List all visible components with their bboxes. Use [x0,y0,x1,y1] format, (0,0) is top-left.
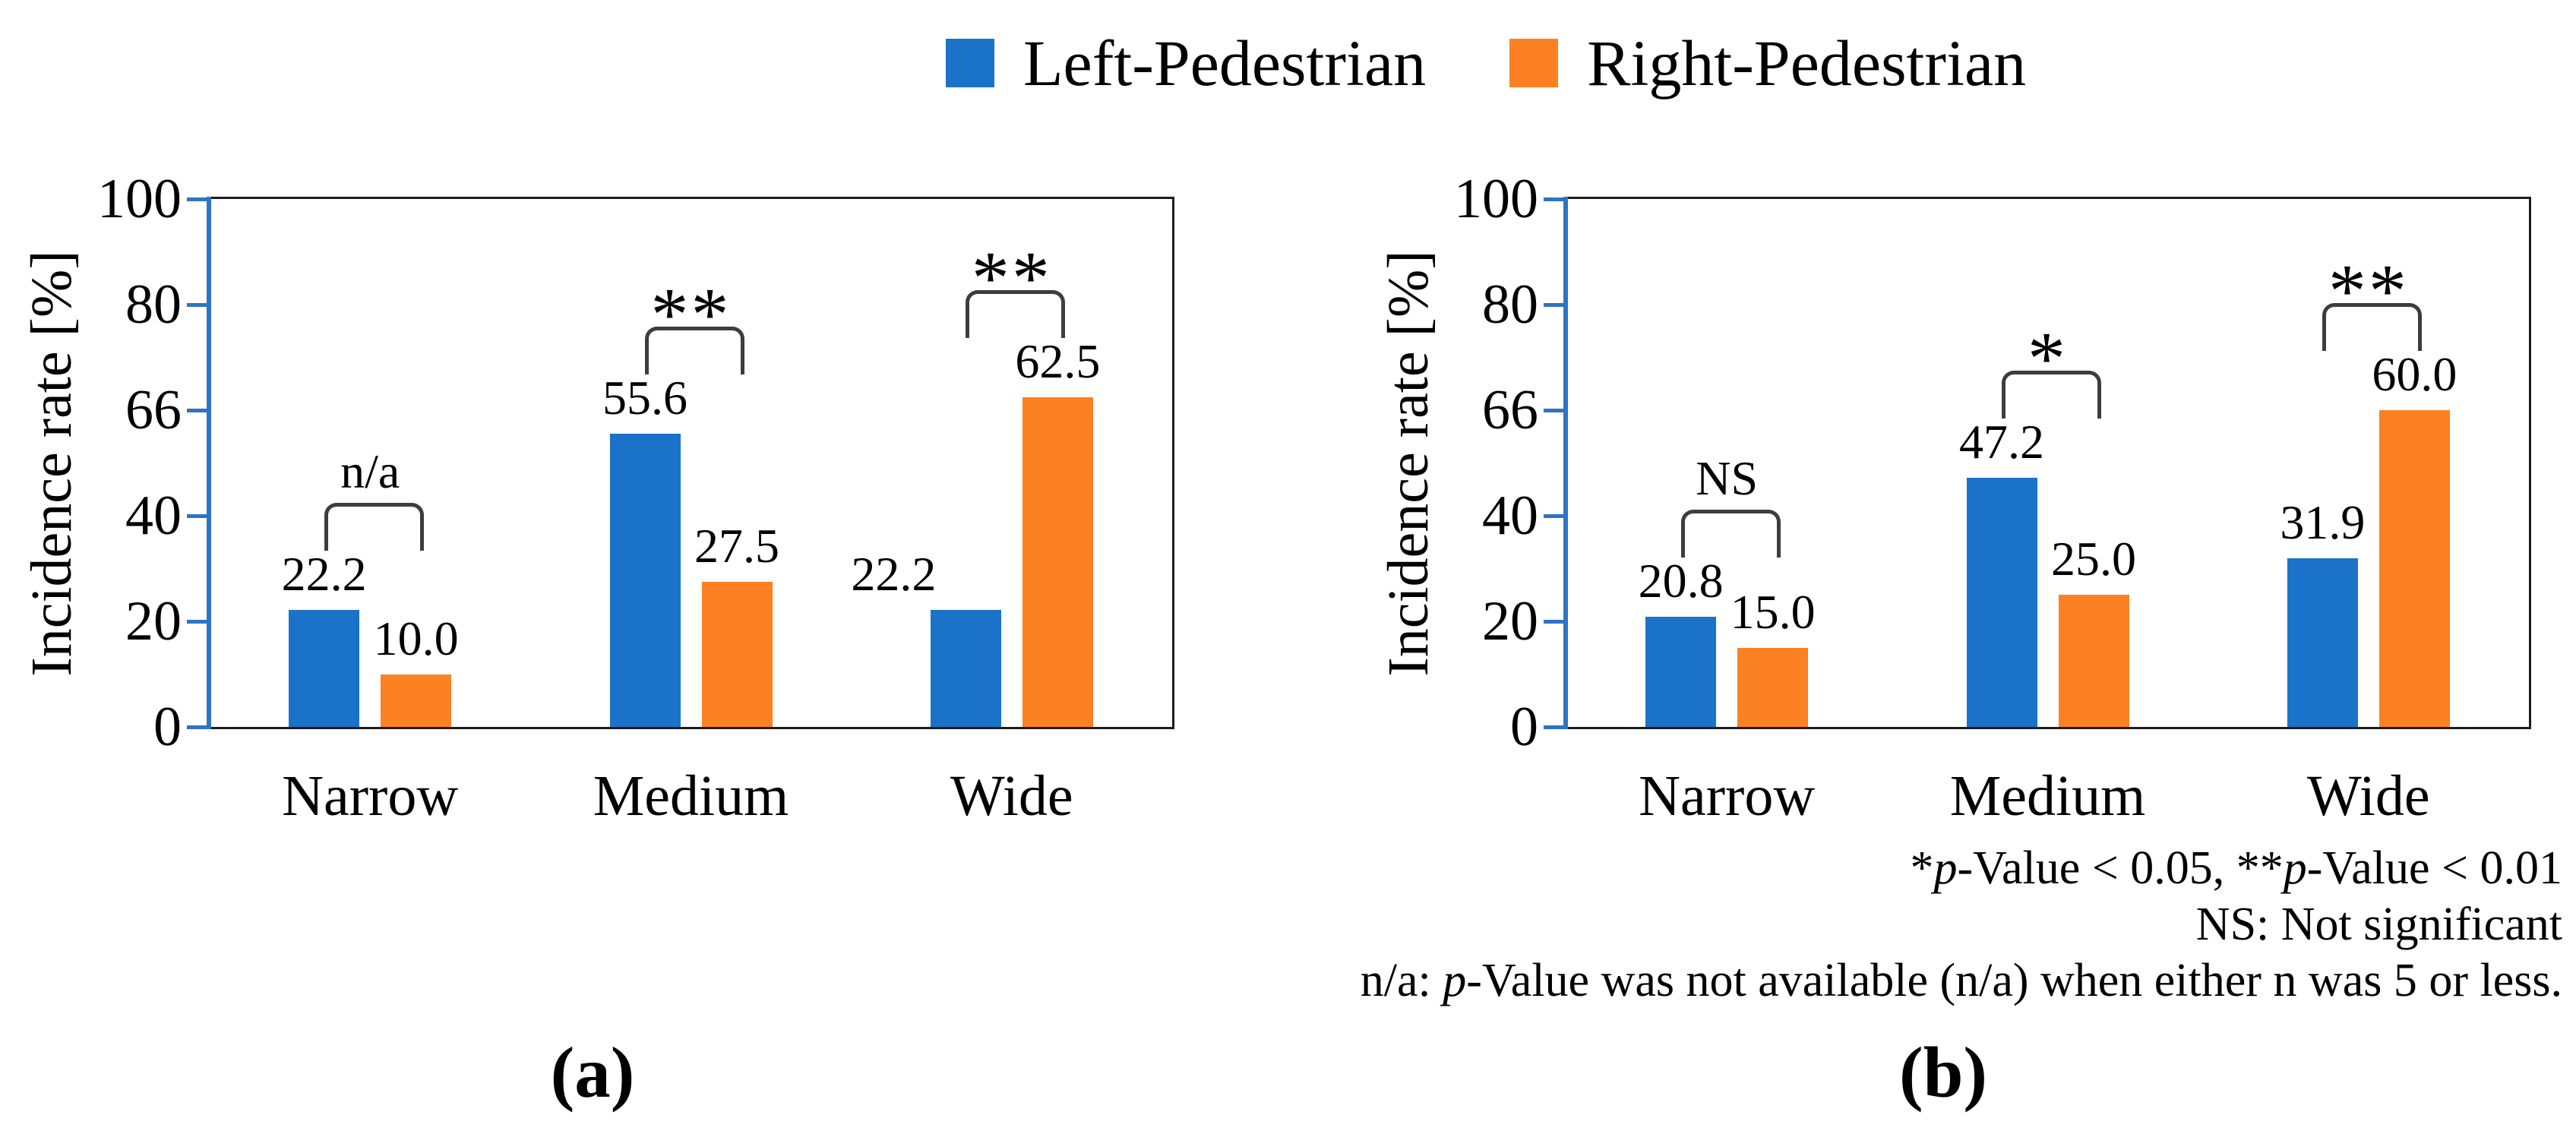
y-tick-b-66 [1544,408,1564,412]
significance-label-medium-a: ** [650,271,732,356]
y-tick-label-b-40: 40 [1482,485,1538,547]
footnote-italic-p: p [2283,842,2307,894]
legend-swatch-left-pedestrian-icon [946,39,994,87]
significance-label-medium-b: * [2028,315,2068,400]
x-category-label-narrow-b: Narrow [1639,764,1816,828]
significance-bracket-wide-a [966,289,1066,338]
significance-bracket-wide-b [2322,303,2423,351]
legend-item-right-pedestrian: Right-Pedestrian [1509,29,2026,97]
y-tick-label-a-40: 40 [125,485,182,547]
footnote-italic-p: p [1933,842,1958,894]
significance-label-wide-a: ** [971,235,1052,320]
legend: Left-Pedestrian Right-Pedestrian [946,29,2026,97]
legend-swatch-right-pedestrian-icon [1509,39,1559,87]
bar-left-pedestrian-medium-b [1966,477,2037,727]
bar-right-pedestrian-wide-a [1022,396,1093,727]
bar-value-label-right-pedestrian-wide-a: 62.5 [1015,333,1101,388]
significance-bracket-medium-b [2002,370,2101,419]
footnote-text: NS: Not significant [2195,899,2562,950]
x-category-label-wide-b: Wide [2307,764,2430,828]
y-axis-title-a: Incidence rate [%] [20,250,84,677]
footnote-ns: NS: Not significant [1361,896,2562,953]
y-tick-label-b-0: 0 [1510,696,1538,758]
bar-left-pedestrian-wide-b [2287,558,2358,727]
footnote-text: -Value < 0.01 [2306,842,2562,894]
y-tick-label-a-100: 100 [97,168,182,230]
footnote-text: * [1910,842,1934,894]
footnote-text: -Value was not available (n/a) when eith… [1466,955,2562,1006]
footnote-thresholds: *p-Value < 0.05, **p-Value < 0.01 [1361,840,2562,896]
panel-label-b: (b) [1898,1032,1988,1113]
bar-value-label-left-pedestrian-wide-b: 31.9 [2280,495,2366,550]
bar-value-label-left-pedestrian-wide-a: 22.2 [851,546,937,601]
bar-right-pedestrian-narrow-b [1737,647,1809,727]
significance-bracket-narrow-b [1680,510,1781,558]
bar-value-label-left-pedestrian-narrow-b: 20.8 [1638,554,1724,608]
x-category-label-wide-a: Wide [950,764,1073,828]
y-tick-label-b-80: 80 [1482,273,1538,336]
bar-value-label-right-pedestrian-narrow-a: 10.0 [373,611,459,665]
y-tick-a-100 [187,197,207,201]
legend-label-right-pedestrian: Right-Pedestrian [1587,27,2027,100]
bar-left-pedestrian-narrow-b [1645,617,1717,727]
bar-left-pedestrian-wide-a [930,609,1001,727]
y-tick-b-20 [1544,619,1564,624]
y-tick-b-40 [1544,513,1564,518]
footnote-text: -Value < 0.05, ** [1957,842,2284,894]
bar-right-pedestrian-narrow-a [381,674,452,727]
y-tick-a-40 [187,513,207,518]
bar-right-pedestrian-medium-b [2058,595,2129,727]
y-axis-title-b: Incidence rate [%] [1377,250,1440,677]
y-tick-b-100 [1544,197,1564,201]
y-tick-label-a-20: 20 [125,590,182,652]
y-tick-label-a-80: 80 [125,273,182,336]
bar-left-pedestrian-medium-a [609,433,681,727]
panel-label-a: (a) [550,1032,635,1113]
x-category-label-narrow-a: Narrow [282,764,459,828]
y-tick-a-66 [187,408,207,412]
bar-right-pedestrian-wide-b [2378,410,2450,727]
x-category-label-medium-b: Medium [1949,764,2146,828]
plot-area-b: 0 20 40 66 80 100 Incidence rate [%] 20.8 15.0 NS… [1377,169,2531,828]
footnote-na: n/a: p-Value was not available (n/a) whe… [1361,953,2562,1009]
y-axis-line-b [1563,197,1568,729]
y-tick-a-80 [187,302,207,307]
y-tick-label-a-66: 66 [125,379,182,441]
bar-value-label-right-pedestrian-medium-b: 25.0 [2051,532,2136,586]
footnote-italic-p: p [1443,955,1467,1006]
significance-label-narrow-a: n/a [340,444,400,498]
significance-label-narrow-b: NS [1696,451,1759,506]
y-axis-line-a [207,197,211,729]
footnote-text: n/a: [1360,955,1443,1006]
bar-right-pedestrian-medium-a [701,581,773,727]
y-tick-label-b-100: 100 [1454,168,1538,230]
y-tick-b-80 [1544,302,1564,307]
bar-value-label-right-pedestrian-wide-b: 60.0 [2372,347,2457,401]
y-tick-label-b-66: 66 [1482,379,1538,441]
significance-bracket-medium-a [645,326,744,374]
significance-label-wide-b: ** [2328,248,2409,333]
significance-bracket-narrow-a [324,502,424,551]
y-tick-label-b-20: 20 [1482,590,1538,652]
y-tick-label-a-0: 0 [153,696,182,758]
y-tick-b-0 [1544,725,1564,729]
bar-value-label-right-pedestrian-narrow-b: 15.0 [1730,584,1816,639]
bar-value-label-left-pedestrian-medium-b: 47.2 [1959,414,2044,469]
bar-left-pedestrian-narrow-a [289,609,360,727]
y-tick-a-0 [187,725,207,729]
footnote: *p-Value < 0.05, **p-Value < 0.01 NS: Not… [1361,840,2562,1009]
bar-value-label-left-pedestrian-narrow-a: 22.2 [281,546,367,601]
bar-value-label-right-pedestrian-medium-a: 27.5 [694,518,779,573]
legend-label-left-pedestrian: Left-Pedestrian [1023,27,1427,100]
legend-item-left-pedestrian: Left-Pedestrian [946,29,1426,97]
y-tick-a-20 [187,619,207,624]
plot-area-a: 0 20 40 66 80 100 Incidence rate [%] 22.2 10.0 n/… [20,169,1174,828]
x-category-label-medium-a: Medium [593,764,789,828]
bar-value-label-left-pedestrian-medium-a: 55.6 [602,370,687,425]
